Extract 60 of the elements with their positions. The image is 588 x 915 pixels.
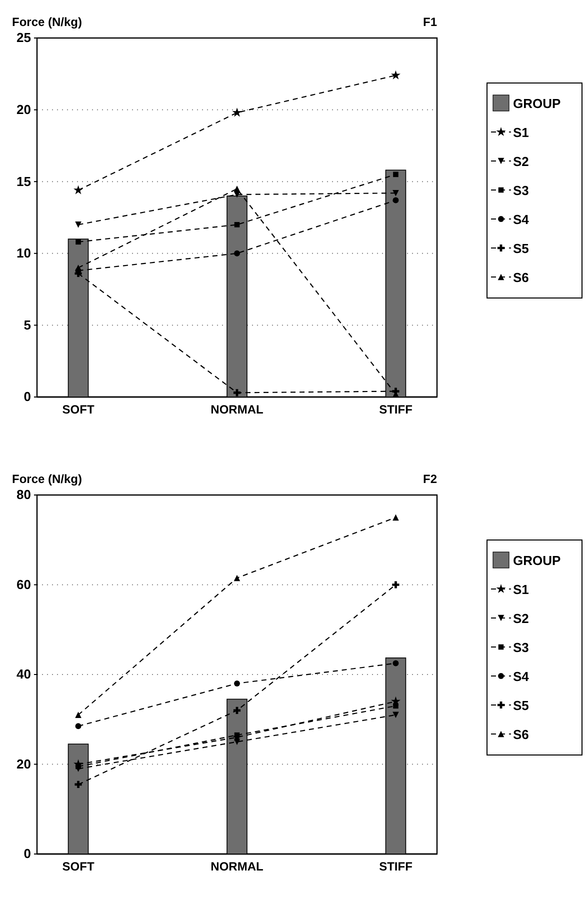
- y-tick-label: 20: [16, 102, 31, 117]
- legend-label: S4: [513, 212, 530, 227]
- point: [76, 239, 81, 245]
- point: [234, 680, 240, 686]
- y-tick-label: 5: [24, 317, 31, 332]
- chart-title: F1: [422, 15, 438, 29]
- point: [75, 712, 82, 718]
- legend-label: S2: [513, 611, 529, 626]
- point: [234, 738, 240, 745]
- point: [74, 185, 84, 194]
- legend-label: S6: [513, 270, 529, 285]
- legend-label: S2: [513, 154, 529, 169]
- point: [233, 389, 241, 396]
- x-tick-label: STIFF: [379, 402, 412, 417]
- x-tick-label: NORMAL: [210, 860, 264, 874]
- y-tick-label: 25: [16, 30, 31, 46]
- point: [75, 222, 82, 228]
- legend-label: GROUP: [513, 553, 561, 568]
- y-tick-label: 80: [16, 487, 31, 502]
- point: [234, 222, 240, 228]
- legend-label: S5: [513, 698, 529, 713]
- y-tick-label: 0: [24, 846, 31, 862]
- legend-label: S1: [513, 582, 529, 597]
- point: [390, 70, 400, 80]
- point: [393, 703, 398, 709]
- legend-label: GROUP: [513, 96, 561, 111]
- y-axis-title: Force (N/kg): [12, 472, 82, 486]
- y-tick-label: 40: [16, 666, 31, 682]
- point: [75, 264, 82, 271]
- y-tick-label: 15: [16, 174, 31, 189]
- point: [74, 780, 82, 788]
- point: [392, 581, 400, 588]
- chart-title: F2: [422, 472, 438, 486]
- point: [392, 712, 399, 718]
- point: [234, 186, 240, 192]
- legend-label: S6: [513, 727, 529, 742]
- y-axis-title: Force (N/kg): [12, 15, 82, 29]
- point: [234, 574, 240, 582]
- point: [392, 190, 399, 196]
- legend-label: S1: [513, 125, 529, 140]
- legend-label: S5: [513, 241, 529, 256]
- y-tick-label: 0: [24, 389, 31, 404]
- point: [234, 250, 240, 256]
- y-tick-label: 20: [16, 756, 31, 772]
- legend-label: S4: [513, 669, 530, 684]
- x-tick-label: SOFT: [62, 860, 95, 874]
- point: [232, 108, 242, 117]
- x-tick-label: SOFT: [62, 402, 95, 417]
- point: [392, 197, 399, 204]
- x-tick-label: NORMAL: [210, 402, 264, 417]
- y-tick-label: 10: [16, 246, 31, 261]
- point: [75, 723, 82, 730]
- y-tick-label: 60: [16, 576, 31, 592]
- legend-label: S3: [513, 183, 529, 198]
- x-tick-label: STIFF: [379, 860, 412, 874]
- point: [392, 660, 399, 666]
- point: [392, 514, 399, 521]
- point: [393, 172, 398, 178]
- point: [233, 706, 241, 714]
- legend-label: S3: [513, 640, 529, 655]
